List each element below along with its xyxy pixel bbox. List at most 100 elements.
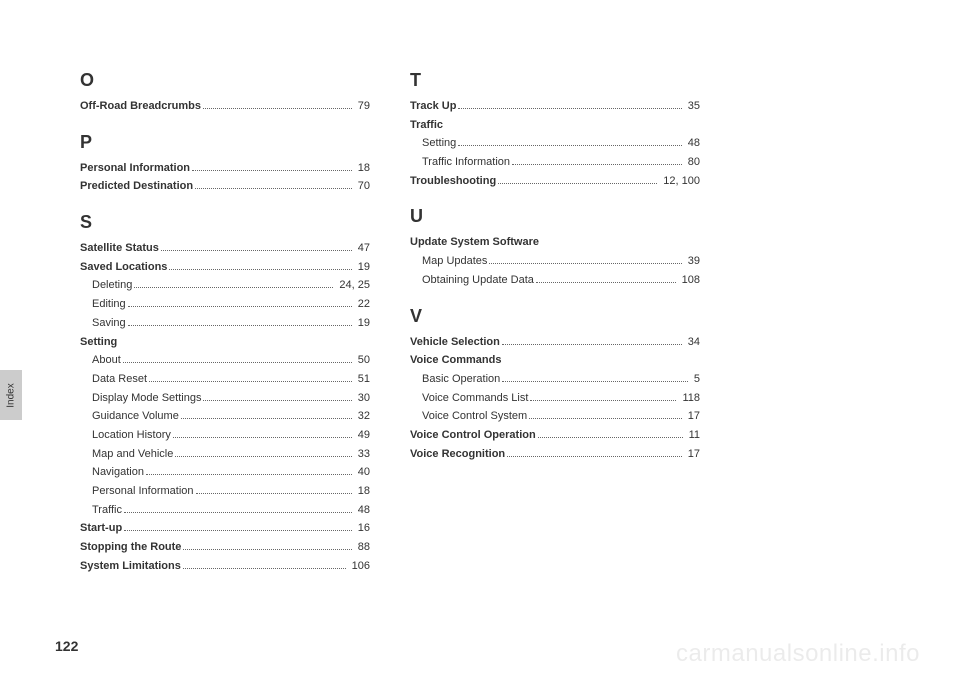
leader-dots [195,188,352,189]
entry-label: Predicted Destination [80,177,193,196]
entry-page: 50 [354,351,370,370]
index-entry: Traffic [410,116,700,135]
section-letter: S [80,212,370,233]
entry-page: 106 [348,557,370,576]
index-entry: Voice Control System 17 [410,407,700,426]
index-entry: Saving19 [80,314,370,333]
leader-dots [146,474,352,475]
entry-page: 40 [354,463,370,482]
entry-label: Voice Commands [410,351,502,370]
entry-label: Guidance Volume [92,407,179,426]
entry-label: Voice Control Operation [410,426,536,445]
entry-page: 18 [354,159,370,178]
index-entry: Off-Road Breadcrumbs79 [80,97,370,116]
leader-dots [169,269,351,270]
entry-label: Location History [92,426,171,445]
entry-page: 49 [354,426,370,445]
entry-page: 22 [354,295,370,314]
entry-page: 19 [354,258,370,277]
entry-page: 17 [684,445,700,464]
leader-dots [530,400,676,401]
index-entry: Personal Information 18 [80,159,370,178]
index-entry: Obtaining Update Data 108 [410,271,700,290]
entry-label: Map Updates [422,252,487,271]
entry-label: Editing [92,295,126,314]
index-entry: Display Mode Settings30 [80,389,370,408]
entry-label: Start-up [80,519,122,538]
watermark: carmanualsonline.info [676,640,920,668]
entry-label: Vehicle Selection [410,333,500,352]
entry-page: 34 [684,333,700,352]
entry-label: Track Up [410,97,456,116]
entry-page: 70 [354,177,370,196]
entry-page: 33 [354,445,370,464]
index-columns: OOff-Road Breadcrumbs79PPersonal Informa… [80,70,900,575]
index-entry: Guidance Volume32 [80,407,370,426]
index-entry: Map Updates39 [410,252,700,271]
entry-label: Saving [92,314,126,333]
entry-label: Stopping the Route [80,538,181,557]
section-letter: T [410,70,700,91]
entry-page: 48 [684,134,700,153]
entry-page: 51 [354,370,370,389]
index-entry: Satellite Status47 [80,239,370,258]
entry-page: 108 [678,271,700,290]
leader-dots [149,381,352,382]
entry-label: Voice Control System [422,407,527,426]
entry-label: About [92,351,121,370]
index-entry: Update System Software [410,233,700,252]
leader-dots [507,456,682,457]
entry-label: Voice Commands List [422,389,528,408]
entry-page: 35 [684,97,700,116]
entry-page: 88 [354,538,370,557]
index-entry: Traffic Information80 [410,153,700,172]
leader-dots [192,170,352,171]
entry-label: Saved Locations [80,258,167,277]
side-tab: Index [0,370,22,420]
entry-label: Basic Operation [422,370,500,389]
entry-label: Update System Software [410,233,539,252]
section-letter: O [80,70,370,91]
leader-dots [124,530,352,531]
entry-label: Personal Information [80,159,190,178]
leader-dots [536,282,676,283]
leader-dots [175,456,351,457]
leader-dots [502,381,688,382]
leader-dots [161,250,352,251]
leader-dots [512,164,682,165]
leader-dots [529,418,682,419]
entry-label: System Limitations [80,557,181,576]
index-entry: Map and Vehicle33 [80,445,370,464]
leader-dots [458,108,681,109]
index-entry: Voice Recognition17 [410,445,700,464]
entry-page: 11 [685,426,700,445]
leader-dots [183,549,351,550]
index-entry: Deleting24, 25 [80,276,370,295]
index-entry: Setting 48 [410,134,700,153]
index-entry: Voice Commands List 118 [410,389,700,408]
index-entry: Personal Information 18 [80,482,370,501]
index-entry: Location History 49 [80,426,370,445]
leader-dots [196,493,352,494]
entry-page: 48 [354,501,370,520]
leader-dots [124,512,352,513]
entry-page: 17 [684,407,700,426]
side-tab-label: Index [6,383,17,407]
index-entry: Troubleshooting12, 100 [410,172,700,191]
index-column: OOff-Road Breadcrumbs79PPersonal Informa… [80,70,370,575]
entry-page: 18 [354,482,370,501]
index-entry: Traffic48 [80,501,370,520]
entry-label: Setting [422,134,456,153]
entry-label: Display Mode Settings [92,389,201,408]
leader-dots [498,183,657,184]
entry-label: Obtaining Update Data [422,271,534,290]
index-column: T Track Up 35 TrafficSetting 48Traffic Infor… [410,70,700,575]
entry-label: Personal Information [92,482,194,501]
section-letter: V [410,306,700,327]
entry-page: 118 [678,389,700,408]
entry-label: Traffic [410,116,443,135]
entry-label: Deleting [92,276,132,295]
leader-dots [458,145,682,146]
entry-label: Setting [80,333,117,352]
index-entry: Setting [80,333,370,352]
